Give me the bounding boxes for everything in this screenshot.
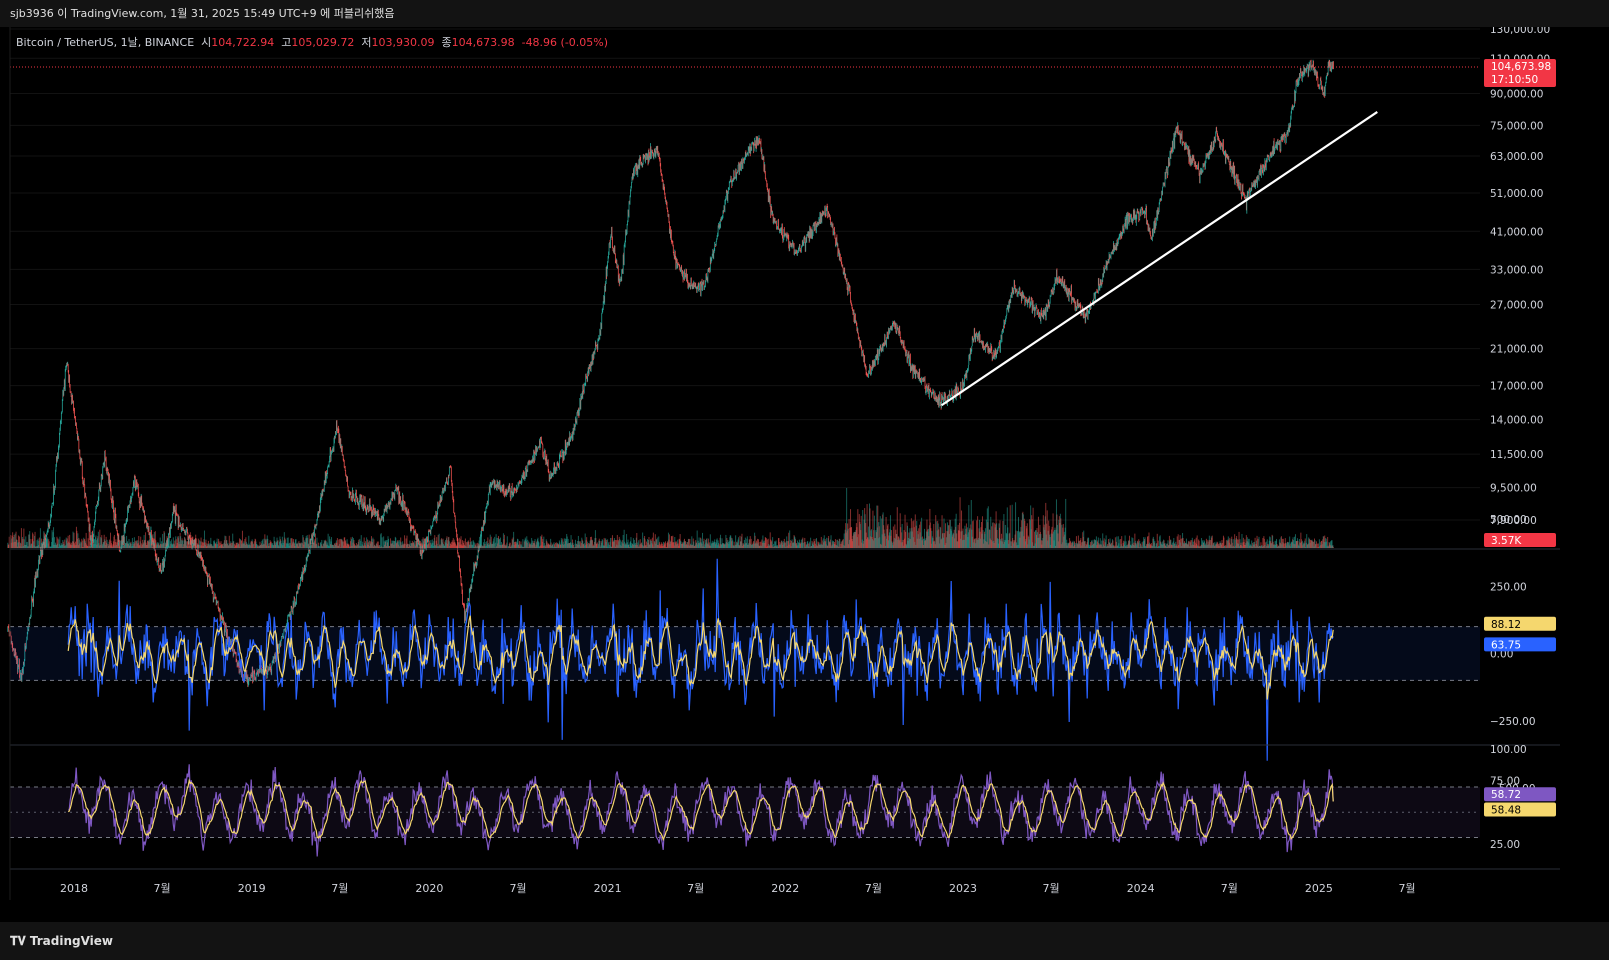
attribution-text: sjb3936 이 TradingView.com, 1월 31, 2025 1… <box>10 7 395 20</box>
chart-background <box>0 27 1609 922</box>
chart-canvas[interactable]: 7,900.009,500.0011,500.0014,000.0017,000… <box>0 27 1609 922</box>
attribution-bar: sjb3936 이 TradingView.com, 1월 31, 2025 1… <box>0 0 1609 27</box>
